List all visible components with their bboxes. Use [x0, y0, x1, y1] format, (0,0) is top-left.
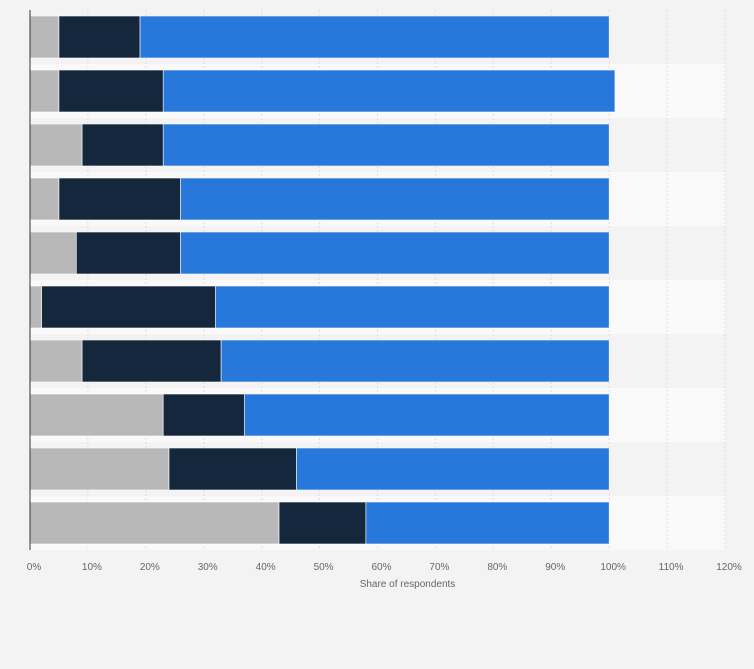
bar-segment-s3 [139, 15, 610, 59]
bar-segment-s2 [278, 501, 367, 545]
bar-segment-s1 [29, 69, 60, 113]
bar-segment-s1 [29, 393, 164, 437]
bars [29, 15, 616, 545]
bar-segment-s2 [58, 177, 181, 221]
bar-segment-s1 [29, 339, 83, 383]
x-tick-label: 0% [27, 562, 42, 573]
bar-segment-s3 [162, 123, 610, 167]
bar-segment-s1 [29, 285, 42, 329]
bar-segment-s3 [180, 231, 610, 275]
x-tick-label: 20% [140, 562, 160, 573]
bar-segment-s3 [215, 285, 610, 329]
x-tick-label: 90% [545, 562, 565, 573]
bar-segment-s1 [29, 177, 60, 221]
bar-segment-s2 [58, 69, 164, 113]
x-tick-label: 10% [82, 562, 102, 573]
bar-segment-s1 [29, 501, 280, 545]
x-tick-label: 120% [716, 562, 742, 573]
bar-segment-s2 [58, 15, 141, 59]
x-tick-label: 110% [659, 562, 684, 573]
bar-segment-s2 [162, 393, 245, 437]
x-tick-label: 60% [371, 562, 391, 573]
bar-segment-s3 [162, 69, 616, 113]
bar-segment-s2 [81, 339, 222, 383]
x-tick-label: 50% [314, 562, 334, 573]
x-tick-label: 80% [487, 562, 507, 573]
bar-segment-s2 [41, 285, 216, 329]
x-tick-label: 30% [198, 562, 218, 573]
x-axis-title: Share of respondents [360, 579, 456, 590]
x-tick-label: 40% [256, 562, 276, 573]
bar-segment-s2 [76, 231, 181, 275]
bar-segment-s3 [365, 501, 610, 545]
x-tick-label: 70% [429, 562, 449, 573]
bar-segment-s3 [243, 393, 610, 437]
bar-segment-s2 [168, 447, 297, 491]
bar-segment-s3 [180, 177, 610, 221]
bar-segment-s1 [29, 123, 83, 167]
bar-segment-s3 [220, 339, 610, 383]
bar-segment-s1 [29, 231, 77, 275]
bar-segment-s1 [29, 447, 170, 491]
x-tick-label: 100% [600, 562, 626, 573]
bar-segment-s1 [29, 15, 60, 59]
bar-segment-s2 [81, 123, 164, 167]
x-tick-labels: 0% 10% 20% 30% 40% 50% 60% 70% 80% 90% 100% 110% 120… [27, 562, 742, 573]
bar-segment-s3 [296, 447, 610, 491]
